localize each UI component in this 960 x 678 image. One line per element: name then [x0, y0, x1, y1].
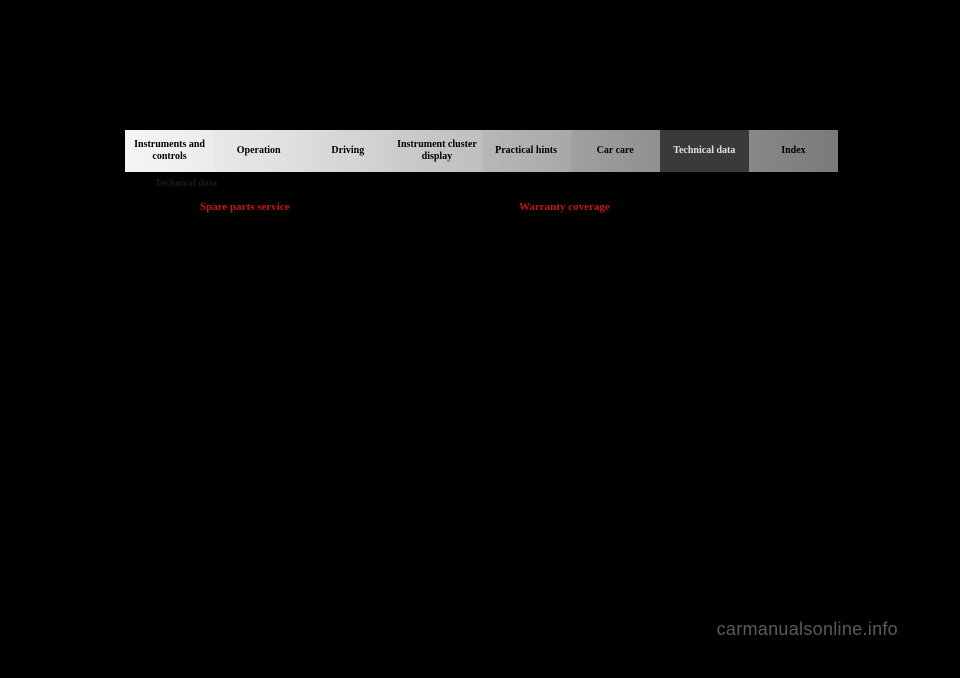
tab-car-care[interactable]: Car care: [571, 130, 660, 172]
tab-label: Operation: [237, 145, 281, 157]
tab-label: Practical hints: [495, 145, 557, 157]
content-row: Spare parts service Warranty coverage: [200, 201, 838, 213]
page-container: Instruments and controls Operation Drivi…: [125, 130, 838, 213]
heading-warranty-coverage: Warranty coverage: [519, 201, 838, 213]
tab-index[interactable]: Index: [749, 130, 838, 172]
nav-tabs: Instruments and controls Operation Drivi…: [125, 130, 838, 172]
tab-operation[interactable]: Operation: [214, 130, 303, 172]
tab-instruments-and-controls[interactable]: Instruments and controls: [125, 130, 214, 172]
section-label: Technical data: [155, 178, 838, 189]
tab-label: Technical data: [673, 145, 735, 157]
tab-technical-data[interactable]: Technical data: [660, 130, 749, 172]
tab-label: Instruments and controls: [125, 139, 214, 163]
content-col-left: Spare parts service: [200, 201, 519, 213]
tab-label: Index: [781, 145, 805, 157]
tab-label: Driving: [331, 145, 364, 157]
tab-label: Instrument cluster display: [392, 139, 481, 163]
tab-instrument-cluster-display[interactable]: Instrument cluster display: [392, 130, 481, 172]
tab-driving[interactable]: Driving: [303, 130, 392, 172]
watermark: carmanualsonline.info: [717, 619, 898, 640]
content-col-right: Warranty coverage: [519, 201, 838, 213]
tab-label: Car care: [597, 145, 634, 157]
tab-practical-hints[interactable]: Practical hints: [482, 130, 571, 172]
heading-spare-parts-service: Spare parts service: [200, 201, 519, 213]
